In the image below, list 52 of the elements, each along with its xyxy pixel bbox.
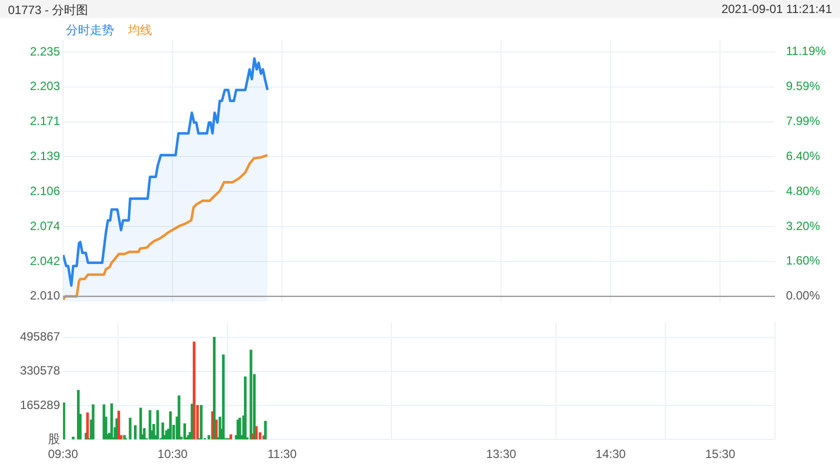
y-tick-label: 2.139 (30, 149, 60, 164)
x-tick-label: 14:30 (596, 447, 626, 462)
bar (229, 434, 232, 440)
bar (255, 426, 258, 440)
y-tick-label: 2.074 (30, 218, 60, 233)
y2-tick-label: 11.19% (786, 44, 826, 58)
y-tick-label: 330578 (20, 364, 60, 378)
y2-tick-label: 6.40% (786, 148, 820, 163)
x-tick-label: 13:30 (486, 447, 516, 462)
y-tick-label: 股 (48, 432, 60, 446)
chart-title: 01773 - 分时图 (8, 2, 88, 19)
y-tick-label: 165289 (20, 398, 60, 412)
bar (156, 410, 159, 440)
y2-tick-label: 3.20% (786, 218, 820, 233)
bar (92, 404, 94, 440)
bar (117, 410, 120, 440)
y2-tick-label: 7.99% (786, 114, 820, 128)
bar (250, 350, 252, 440)
y2-tick-label: 0.00% (786, 288, 820, 303)
y-tick-label: 495867 (20, 330, 60, 344)
y-tick-label: 2.203 (30, 79, 60, 94)
bar (128, 418, 132, 440)
bar (86, 412, 89, 440)
bar (110, 403, 113, 440)
text: 2021-09-01 11:21:41 (721, 2, 832, 16)
bar (178, 396, 180, 440)
y-tick-label: 2.171 (30, 114, 60, 128)
bar (215, 420, 218, 440)
bar (264, 420, 267, 440)
x-tick-label: 09:30 (48, 447, 78, 462)
bar (222, 354, 225, 440)
y-tick-label: 2.010 (30, 288, 60, 303)
y-tick-label: 2.235 (30, 44, 60, 58)
bar (208, 435, 210, 440)
x-tick-label: 11:30 (268, 447, 297, 462)
bar (212, 336, 216, 440)
x-tick-label: 10:30 (158, 447, 188, 462)
bar (63, 402, 66, 440)
bar (190, 404, 194, 440)
y2-tick-label: 9.59% (786, 79, 820, 94)
bar (169, 411, 172, 440)
text: 均线 (128, 23, 152, 37)
y2-tick-label: 4.80% (786, 184, 820, 198)
bar (134, 425, 137, 440)
bar (244, 376, 247, 440)
x-tick-label: 15:30 (705, 447, 736, 462)
y-tick-label: 2.106 (30, 184, 60, 198)
bar (192, 342, 196, 440)
bar (200, 405, 203, 440)
y-tick-label: 2.042 (30, 254, 60, 268)
text: 分时走势 (66, 23, 114, 37)
y2-tick-label: 1.60% (786, 254, 820, 268)
